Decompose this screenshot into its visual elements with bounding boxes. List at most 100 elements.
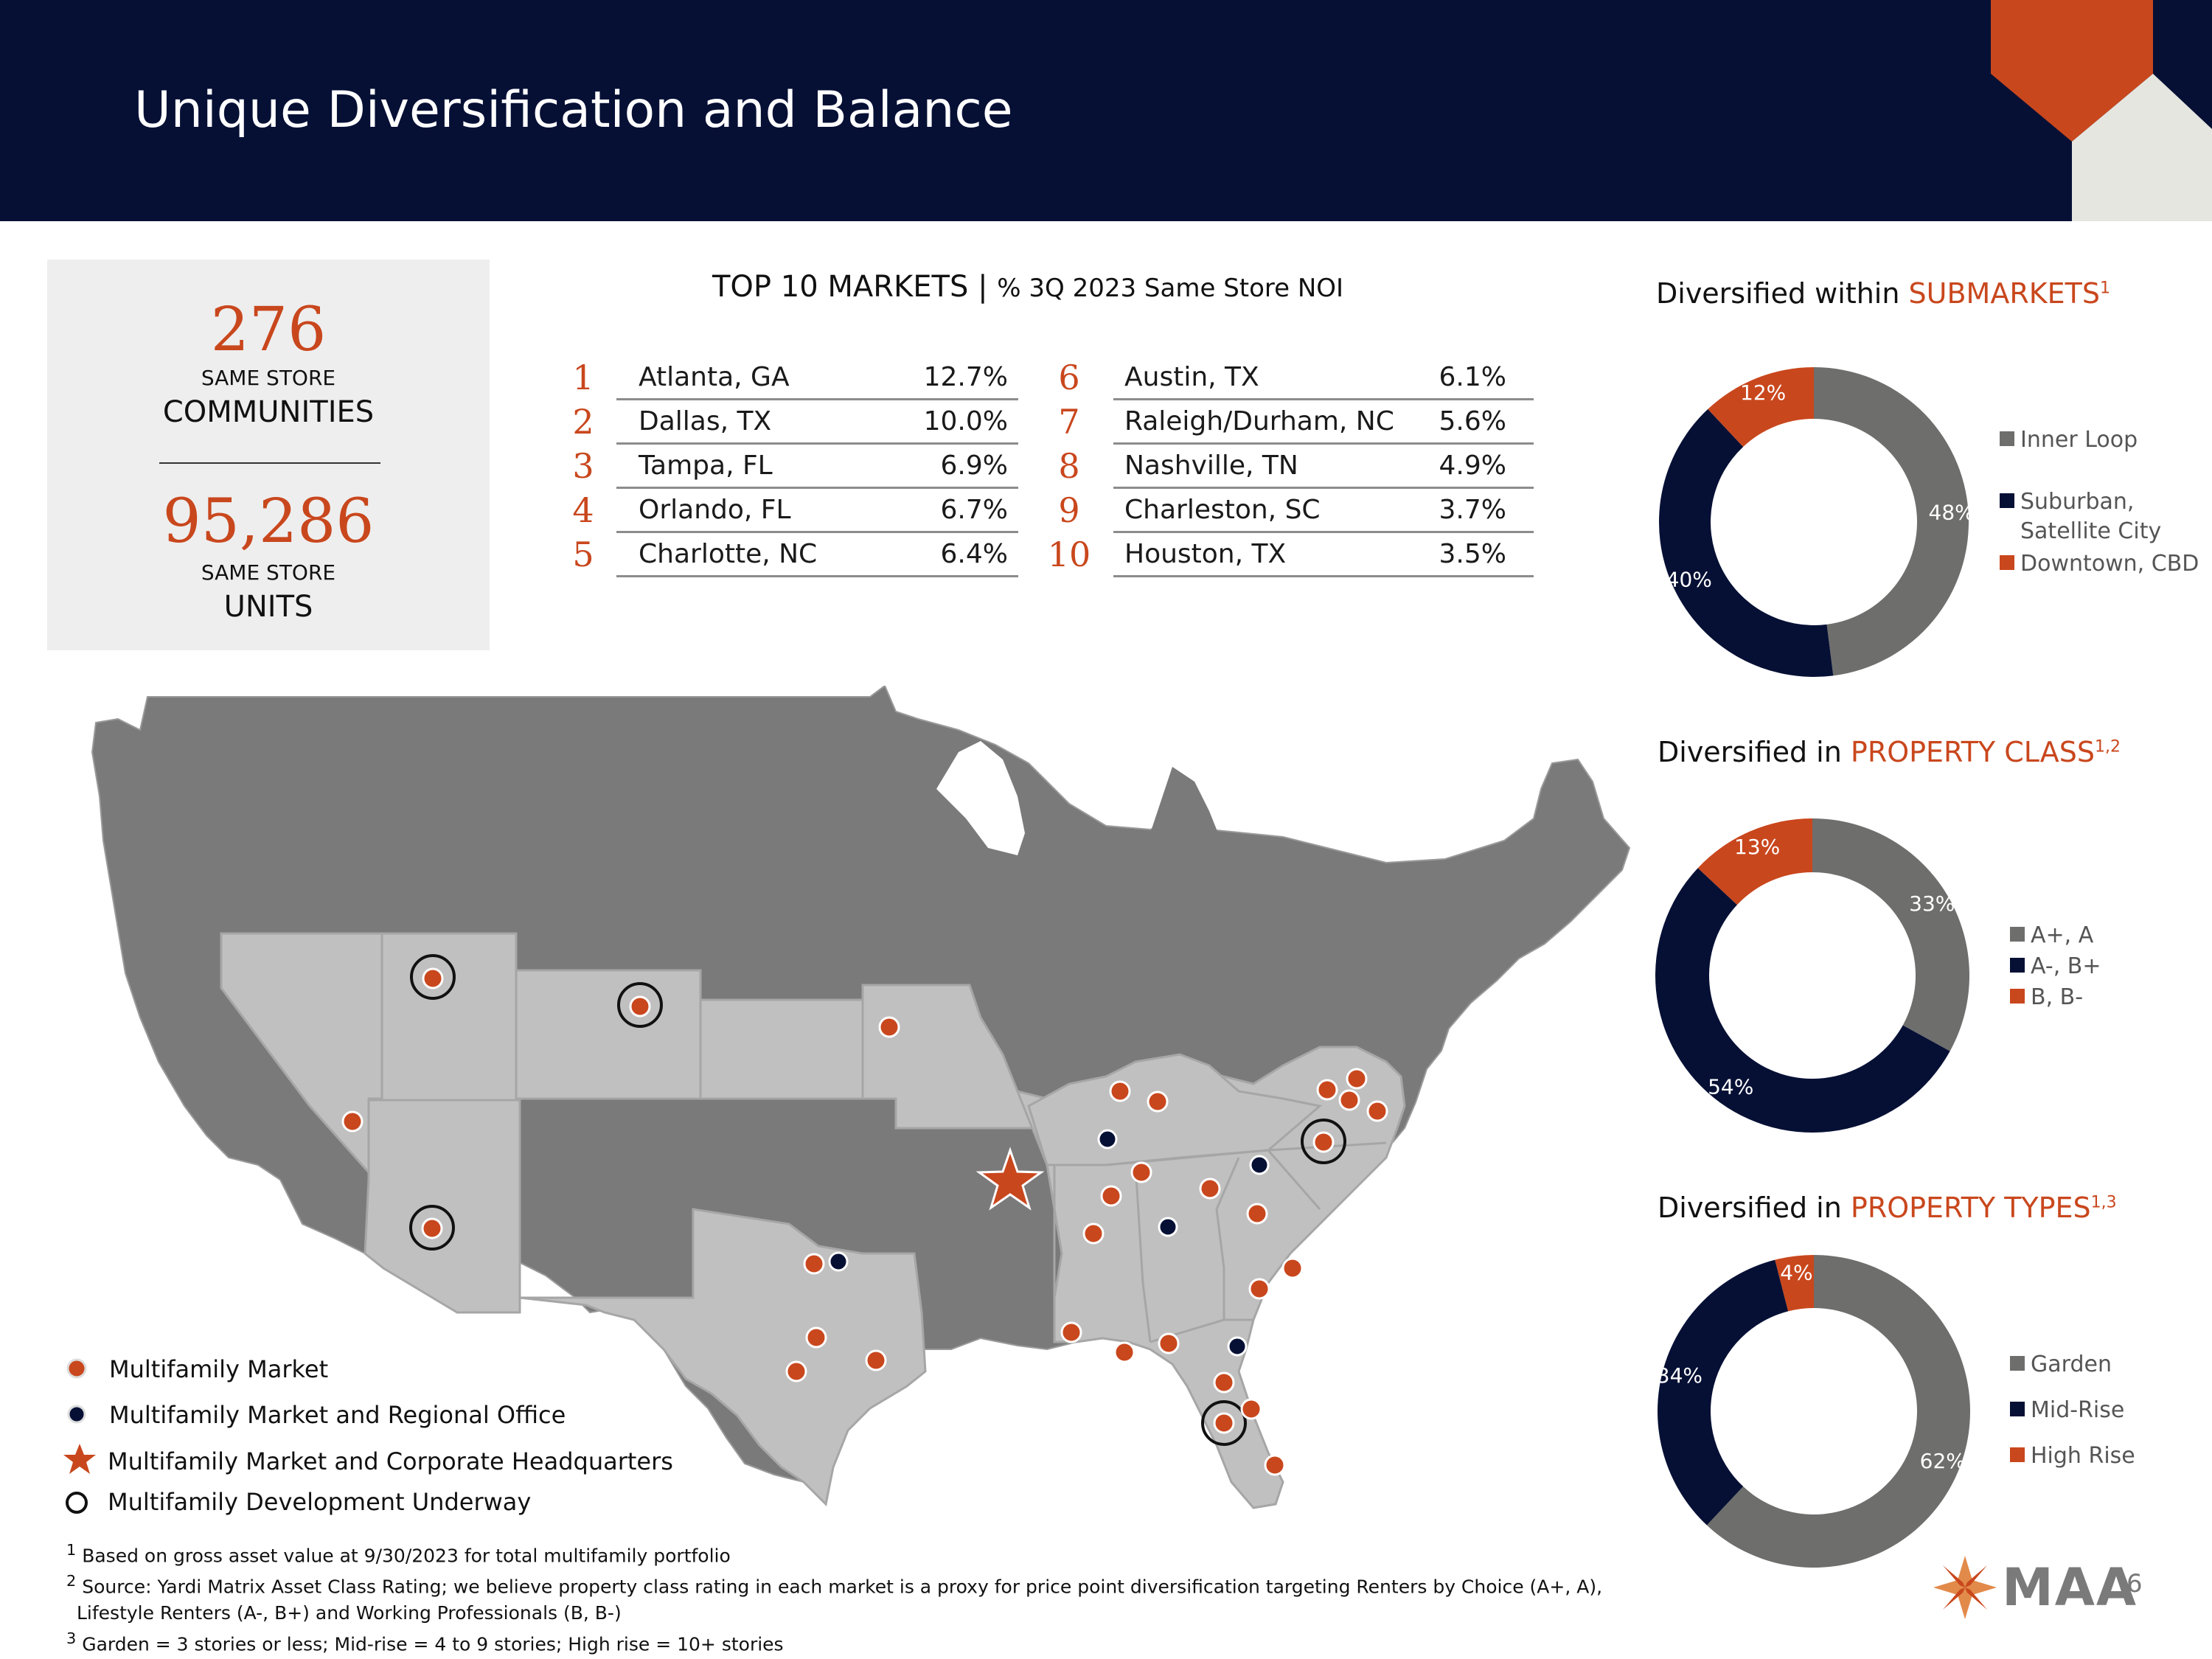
same-store-stats: 276 SAME STORE COMMUNITIES 95,286 SAME S… (47, 260, 490, 650)
footnote-3: 3 Garden = 3 stories or less; Mid-rise =… (66, 1626, 1541, 1657)
market-row-divider (1113, 442, 1534, 445)
legend-swatch-navy (2000, 493, 2014, 508)
market-row-divider (1113, 487, 1534, 489)
top-markets-heading: TOP 10 MARKETS | (712, 270, 998, 304)
footnote-1-mark: 1 (66, 1541, 77, 1559)
legend-development-ring-icon (66, 1492, 88, 1514)
footnote-2-text: Source: Yardi Matrix Asset Class Rating;… (82, 1576, 1603, 1598)
legend-swatch-gray (2010, 926, 2025, 942)
market-rank: 4 (572, 490, 594, 530)
maa-logo-text: MAA (2002, 1557, 2138, 1618)
property-types-title-sup: 1,3 (2090, 1193, 2117, 1212)
legend-swatch-orange (2000, 554, 2014, 570)
market-noi-percent: 10.0% (923, 406, 1008, 437)
market-row-divider (1113, 531, 1534, 533)
development-ring (409, 954, 1346, 1446)
legend-label: Downtown, CBD (2020, 551, 2199, 577)
market-noi-percent: 3.7% (1439, 495, 1506, 525)
legend-label: B, B- (2031, 984, 2084, 1010)
legend-high-rise: High Rise (2010, 1441, 2135, 1472)
headquarters-star (975, 1147, 1045, 1211)
market-rank: 5 (572, 535, 594, 574)
legend-development: Multifamily Development Underway (108, 1488, 532, 1516)
footnotes: 1 Based on gross asset value at 9/30/202… (66, 1537, 1602, 1657)
market-noi-percent: 6.4% (940, 539, 1008, 569)
communities-label: COMMUNITIES (162, 395, 375, 429)
donut-slice-label: 13% (1734, 835, 1780, 859)
legend-swatch-navy (2010, 1401, 2025, 1416)
legend-label: Inner Loop (2020, 427, 2138, 453)
legend-multifamily-market: Multifamily Market (109, 1355, 329, 1383)
market-rank: 6 (1058, 358, 1080, 397)
market-name: Houston, TX (1124, 539, 1287, 569)
legend-regional-office-dot-icon (67, 1405, 86, 1424)
donut-slice (1697, 818, 1812, 905)
donut-slice-label: 33% (1909, 891, 1955, 916)
top-markets-subtitle: % 3Q 2023 Same Store NOI (997, 274, 1344, 303)
footnote-2-mark: 2 (66, 1572, 77, 1590)
map-markers (341, 954, 1388, 1476)
donut-slice (1814, 367, 1969, 676)
market-name: Orlando, FL (639, 495, 791, 525)
legend-swatch-orange (2010, 988, 2025, 1004)
market-noi-percent: 4.9% (1439, 451, 1506, 481)
market-rank: 9 (1058, 490, 1080, 530)
footnote-2: 2 Source: Yardi Matrix Asset Class Ratin… (66, 1568, 1602, 1599)
legend-class-b-minus: B, B- (2010, 982, 2083, 1013)
regional-office-dot (828, 1129, 1270, 1357)
property-types-title-accent: PROPERTY TYPES (1850, 1192, 2091, 1224)
footnote-3-mark: 3 (66, 1629, 77, 1647)
legend-label: A-, B+ (2031, 953, 2101, 979)
market-row-divider (1113, 575, 1534, 577)
units-caption: SAME STORE (201, 560, 336, 585)
donut-slice-label: 54% (1708, 1074, 1753, 1099)
units-value: 95,286 (162, 487, 375, 557)
legend-swatch-gray (2010, 1355, 2025, 1371)
arizona (364, 1099, 521, 1314)
legend-class-b-plus: A-, B+ (2010, 951, 2101, 982)
legend-headquarters: Multifamily Market and Corporate Headqua… (108, 1447, 673, 1475)
market-row-divider (616, 531, 1018, 533)
colorado (515, 969, 702, 1100)
property-types-donut-chart: 62% 34% 4% (1658, 1255, 1970, 1568)
market-name: Atlanta, GA (639, 362, 790, 392)
market-rank: 3 (572, 446, 594, 486)
market-rank: 2 (572, 402, 594, 442)
legend-label: Garden (2031, 1352, 2112, 1377)
property-class-title-prefix: Diversified in (1658, 736, 1851, 768)
property-class-title-sup: 1,2 (2095, 737, 2121, 757)
submarkets-title-accent: SUBMARKETS (1908, 277, 2100, 310)
donut-slice-label: 12% (1740, 380, 1786, 405)
stats-divider (159, 462, 380, 464)
donut-slice (1775, 1255, 1814, 1312)
legend-headquarters-star-icon (63, 1444, 96, 1474)
donut-slice (1658, 1259, 1789, 1526)
legend-label: A+, A (2031, 922, 2094, 948)
market-rank: 10 (1047, 535, 1091, 574)
donut-slice (1659, 408, 1834, 677)
texas (519, 1208, 927, 1507)
market-row-divider (616, 398, 1018, 400)
page-title: Unique Diversification and Balance (134, 81, 1013, 139)
market-row-divider (616, 487, 1018, 489)
donut-slice (1708, 367, 1814, 447)
market-rank: 7 (1058, 402, 1080, 442)
market-name: Tampa, FL (639, 451, 773, 481)
header-bar (0, 0, 2212, 221)
submarkets-title-prefix: Diversified within (1656, 277, 1909, 310)
legend-downtown: Downtown, CBD (2000, 549, 2199, 580)
communities-caption: SAME STORE (201, 366, 336, 390)
market-noi-percent: 6.7% (940, 495, 1008, 525)
legend-class-a: A+, A (2010, 920, 2093, 951)
donut-slice (1655, 868, 1950, 1133)
legend-label: High Rise (2031, 1443, 2135, 1469)
legend-swatch-orange (2010, 1447, 2025, 1462)
market-row-divider (616, 575, 1018, 577)
market-rank: 8 (1058, 446, 1080, 486)
market-noi-percent: 3.5% (1439, 539, 1506, 569)
state-borders (1053, 1141, 1387, 1343)
utah (380, 932, 518, 1102)
legend-inner-loop: Inner Loop (2000, 425, 2138, 456)
donut-slice (1812, 818, 1969, 1051)
market-row-divider (616, 442, 1018, 445)
